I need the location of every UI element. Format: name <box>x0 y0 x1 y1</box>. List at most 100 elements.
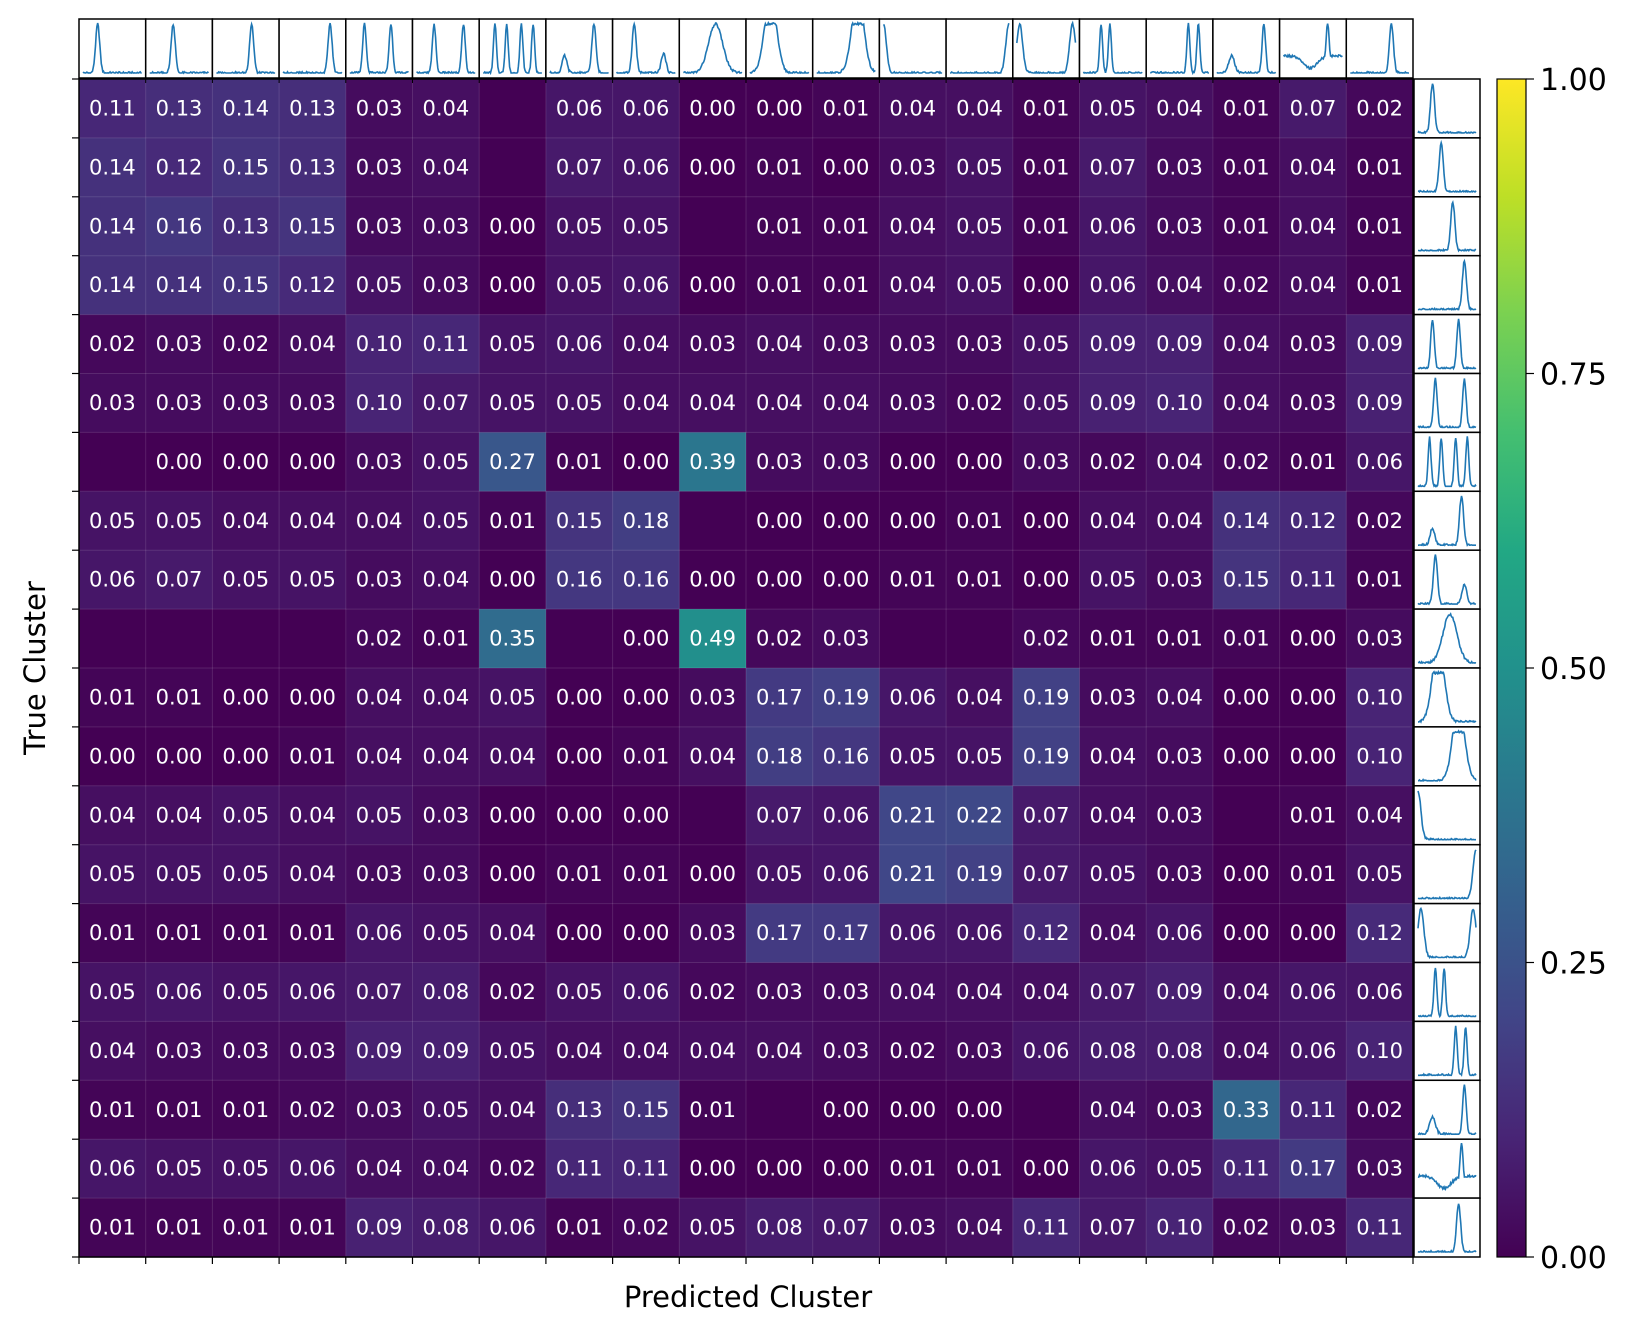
cell-value-label: 0.02 <box>1089 450 1136 474</box>
heatmap-cell <box>746 785 814 846</box>
cell-value-label: 0.00 <box>556 803 603 827</box>
heatmap-cell <box>212 491 280 551</box>
cell-value-label: 0.01 <box>956 568 1003 592</box>
heatmap-cell <box>812 609 880 669</box>
profile-curve <box>149 22 210 75</box>
heatmap-cell <box>1079 962 1147 1022</box>
heatmap-axes <box>72 78 1414 1264</box>
cell-value-label: 0.04 <box>1089 921 1136 945</box>
cell-value-label: 0.03 <box>1023 450 1070 474</box>
cell-value-label: 0.09 <box>1156 980 1203 1004</box>
cell-value-label: 0.00 <box>1223 862 1270 886</box>
cell-value-label: 0.10 <box>1156 1216 1203 1240</box>
heatmap-cell <box>145 314 213 375</box>
cell-value-label: 0.02 <box>89 332 136 356</box>
cell-value-label: 0.04 <box>489 1098 536 1122</box>
heatmap-cell <box>479 550 547 610</box>
cell-value-label: 0.04 <box>956 1216 1003 1240</box>
cell-value-label: 0.03 <box>1089 685 1136 709</box>
cell-value-label: 0.06 <box>89 568 136 592</box>
heatmap-cell <box>545 373 614 433</box>
cell-value-label: 0.01 <box>222 1216 269 1240</box>
cell-value-label: 0.06 <box>623 155 670 179</box>
cell-value-label: 0.11 <box>89 96 136 120</box>
cell-value-label: 0.11 <box>1290 568 1337 592</box>
true-cluster-profiles <box>1413 78 1481 1258</box>
cell-value-label: 0.06 <box>1290 980 1337 1004</box>
heatmap-cell <box>1146 432 1214 492</box>
cell-value-label: 0.02 <box>889 1039 936 1063</box>
heatmap-cell <box>145 79 213 139</box>
profile-curve <box>1350 23 1409 75</box>
cell-value-label: 0.04 <box>756 332 803 356</box>
heatmap-cell <box>879 668 947 728</box>
heatmap-cell <box>1279 1198 1347 1258</box>
cell-value-label: 0.15 <box>222 273 269 297</box>
heatmap-cell <box>412 962 480 1022</box>
heatmap-cell <box>812 844 880 905</box>
heatmap-cell <box>279 432 347 492</box>
heatmap-cell <box>879 432 947 492</box>
cell-value-label: 0.00 <box>556 744 603 768</box>
profile-curve <box>882 23 943 75</box>
cell-value-label: 0.04 <box>1223 980 1270 1004</box>
profile-curve <box>1282 23 1343 71</box>
cell-value-label: 0.07 <box>1089 980 1136 1004</box>
heatmap-cell <box>479 1198 547 1258</box>
cell-value-label: 0.00 <box>1023 1157 1070 1181</box>
cell-value-label: 0.03 <box>1156 803 1203 827</box>
heatmap-cell <box>212 373 280 433</box>
cell-value-label: 0.03 <box>689 685 736 709</box>
cell-value-label: 0.00 <box>289 685 336 709</box>
cell-value-label: 0.05 <box>89 862 136 886</box>
cell-value-label: 0.02 <box>1356 96 1403 120</box>
heatmap-cell <box>1279 668 1347 728</box>
heatmap-cell <box>1212 79 1281 139</box>
cell-value-label: 0.04 <box>1156 450 1203 474</box>
heatmap-cell <box>279 785 347 846</box>
profile-curve <box>1418 967 1477 1019</box>
cell-value-label: 0.13 <box>556 1098 603 1122</box>
profile-curve <box>1417 906 1477 960</box>
heatmap-cell <box>1012 314 1081 375</box>
heatmap-cell <box>412 550 480 610</box>
cell-value-label: 0.04 <box>422 685 469 709</box>
cell-value-label: 0.00 <box>623 627 670 651</box>
heatmap-cell <box>746 609 814 669</box>
cell-value-label: 0.06 <box>823 862 870 886</box>
heatmap-cell <box>479 609 547 669</box>
cell-value-label: 0.15 <box>289 214 336 238</box>
heatmap-cell <box>1212 668 1281 728</box>
heatmap-cell <box>145 373 213 433</box>
cell-value-label: 0.00 <box>222 744 269 768</box>
profile-curve <box>1418 669 1477 724</box>
heatmap-cell <box>1012 903 1081 964</box>
cell-value-label: 0.04 <box>1290 214 1337 238</box>
cell-value-label: 0.01 <box>156 921 203 945</box>
cell-value-label: 0.02 <box>1356 1098 1403 1122</box>
cell-value-label: 0.03 <box>823 332 870 356</box>
heatmap-cell <box>679 1139 747 1199</box>
profile-curve <box>1418 200 1477 253</box>
cell-value-label: 0.01 <box>1023 96 1070 120</box>
heatmap-cell <box>879 137 947 198</box>
heatmap-cell <box>212 1139 280 1199</box>
cell-value-label: 0.04 <box>489 921 536 945</box>
cell-value-label: 0.17 <box>1290 1157 1337 1181</box>
cell-value-label: 0.08 <box>756 1216 803 1240</box>
heatmap-cell <box>145 903 213 964</box>
cell-value-label: 0.04 <box>1223 332 1270 356</box>
heatmap-cell <box>479 255 547 316</box>
heatmap-cell <box>79 314 147 375</box>
heatmap-cell <box>812 137 880 198</box>
cell-value-label: 0.03 <box>956 1039 1003 1063</box>
cell-value-label: 0.03 <box>1156 214 1203 238</box>
heatmap-cell <box>479 79 547 139</box>
heatmap-cell <box>812 1021 880 1081</box>
cell-value-label: 0.05 <box>1089 96 1136 120</box>
cell-value-label: 0.01 <box>156 685 203 709</box>
profile-box <box>411 18 480 79</box>
cell-value-label: 0.00 <box>489 803 536 827</box>
heatmap-cell <box>545 1139 614 1199</box>
